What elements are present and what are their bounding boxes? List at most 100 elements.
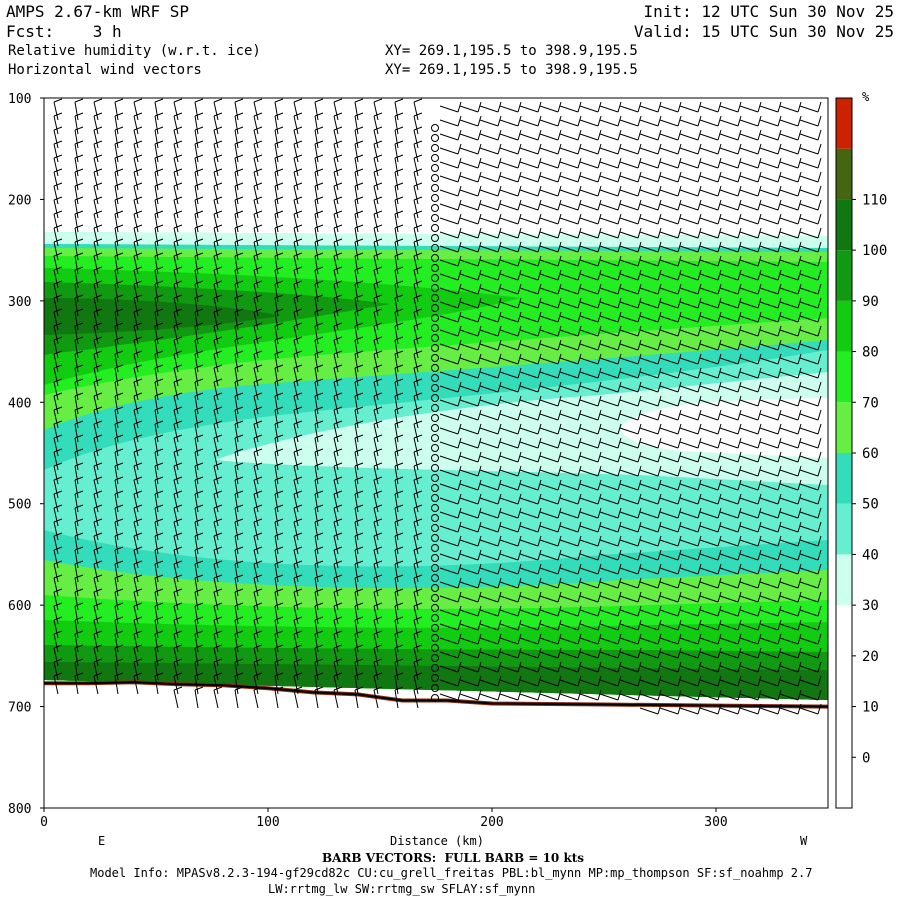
wind-barb [639,451,662,463]
wind-barb [114,588,124,611]
wind-barb [213,350,223,373]
wind-barb [479,157,502,169]
wind-barb [659,283,682,295]
wind-barb [274,280,284,303]
wind-barb [539,535,562,547]
wind-barb [599,479,622,491]
wind-barb [114,336,124,359]
wind-barb [659,479,682,491]
calm-circle [431,314,439,322]
wind-barb [234,644,244,667]
wind-barb [479,507,502,519]
wind-barb [699,101,722,113]
wind-barb [173,182,183,205]
wind-barb [114,462,124,485]
wind-barb [133,224,143,247]
wind-barb [213,238,223,261]
wind-barb [333,140,343,163]
wind-barb [173,224,183,247]
wind-barb [579,633,602,645]
wind-barb [53,378,63,401]
wind-barb [53,350,63,373]
wind-barb [413,350,423,373]
wind-barb [333,406,343,429]
wind-barb [779,367,802,379]
wind-barb [74,378,84,401]
wind-barb [699,213,722,225]
wind-barb [739,255,762,267]
wind-barb [679,297,702,309]
wind-barb [173,112,183,135]
wind-barb [719,395,742,407]
wind-barb [719,605,742,617]
wind-barb [539,101,562,113]
wind-barb [154,224,164,247]
wind-barb [53,504,63,527]
wind-barb [173,364,183,387]
wind-barb [559,255,582,267]
wind-barb [479,227,502,239]
wind-barb [579,535,602,547]
wind-barb [559,101,582,113]
wind-barb [133,308,143,331]
wind-barb [739,115,762,127]
wind-barb [439,311,462,323]
wind-barb [173,546,183,569]
wind-barb [619,423,642,435]
wind-barb [439,535,462,547]
wind-barb [739,185,762,197]
wind-barb [154,238,164,261]
wind-barb [253,546,263,569]
wind-barb [274,252,284,275]
wind-barb [439,633,462,645]
calm-circle [431,404,439,412]
wind-barb [114,448,124,471]
wind-barb [173,462,183,485]
wind-barb [579,101,602,113]
wind-barb [394,294,404,317]
calm-circle [431,524,439,532]
wind-barb [579,115,602,127]
wind-barb [479,241,502,253]
wind-barb [699,143,722,155]
wind-barb [93,224,103,247]
wind-barb [519,213,542,225]
wind-barb [293,308,303,331]
colorbar-tick-label: 30 [862,598,879,614]
wind-barb [53,546,63,569]
wind-barb [699,549,722,561]
x-tick-label: 100 [256,815,279,830]
wind-barb [679,157,702,169]
wind-barb [213,532,223,555]
wind-barb [779,591,802,603]
wind-barb [293,532,303,555]
wind-barb [679,339,702,351]
wind-barb [114,532,124,555]
wind-barb [719,675,742,687]
wind-barb [133,546,143,569]
wind-barb [114,574,124,597]
wind-barb [599,521,622,533]
wind-barb [74,98,84,121]
wind-barb [699,283,722,295]
wind-barb [133,140,143,163]
wind-barb [679,703,702,715]
wind-barb [373,574,383,597]
wind-barb [293,518,303,541]
wind-barb [394,588,404,611]
wind-barb [253,686,263,709]
wind-barb [639,157,662,169]
wind-barb [699,157,722,169]
wind-barb [679,437,702,449]
wind-barb [619,493,642,505]
wind-barb [413,182,423,205]
wind-barb [354,490,364,513]
wind-barb [173,602,183,625]
wind-barb [679,353,702,365]
wind-barb [779,395,802,407]
wind-barb [459,605,482,617]
wind-barb [173,154,183,177]
wind-barb [539,339,562,351]
wind-barb [439,465,462,477]
wind-barb [499,451,522,463]
